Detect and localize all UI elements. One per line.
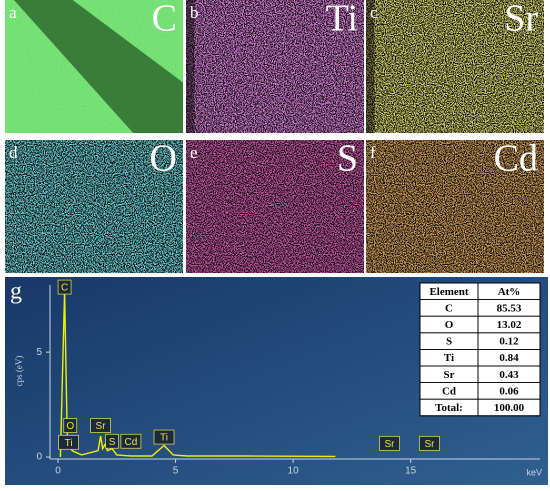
table-value: 0.84 <box>499 352 519 364</box>
map-band <box>186 140 364 273</box>
peak-label: S <box>109 437 116 448</box>
x-tick-label: 5 <box>173 466 179 477</box>
table-value: 0.43 <box>499 369 519 381</box>
panel-letter: g <box>10 279 22 305</box>
peak-label-box <box>120 433 142 449</box>
map-band <box>374 0 544 133</box>
map-band <box>366 140 544 273</box>
peak-label-box <box>57 279 72 295</box>
table-value: Ti <box>444 352 454 364</box>
y-tick-label: 5 <box>36 347 42 358</box>
table-value: Total: <box>435 402 463 414</box>
peak-label-box <box>105 433 119 449</box>
peak-label: Cd <box>124 437 137 448</box>
peak-label-box <box>63 418 78 433</box>
element-symbol: Cd <box>494 138 538 180</box>
panel-letter: c <box>370 3 378 22</box>
table-value: 0.06 <box>499 385 519 397</box>
peak-label: Sr <box>424 439 435 450</box>
map-band <box>194 0 364 133</box>
element-symbol: S <box>337 138 358 180</box>
x-tick-label: 10 <box>288 466 300 477</box>
peak-label: O <box>66 421 74 432</box>
table-value: O <box>445 319 454 331</box>
table-value: Sr <box>444 369 455 381</box>
peak-label-box <box>379 435 400 451</box>
peak-label: C <box>61 283 68 294</box>
panel-letter: d <box>9 143 18 162</box>
table-value: 100.00 <box>494 402 525 414</box>
table-value: Cd <box>442 385 456 397</box>
y-tick-label: 0 <box>36 452 42 463</box>
x-tick-label: 15 <box>405 466 417 477</box>
panel-letter: e <box>190 143 198 162</box>
table-value: S <box>446 336 452 348</box>
peak-label: Ti <box>65 438 73 449</box>
table-header: Element <box>429 286 468 298</box>
peak-label: Sr <box>385 439 396 450</box>
y-axis-label: cps (eV) <box>14 356 24 387</box>
element-symbol: C <box>152 0 177 40</box>
table-value: C <box>445 302 453 314</box>
peak-label: Sr <box>96 421 107 432</box>
panel-letter: b <box>190 3 199 22</box>
x-tick-label: 0 <box>55 466 61 477</box>
x-axis-label: keV <box>526 467 542 477</box>
peak-label: Ti <box>160 433 168 444</box>
peak-label-box <box>153 429 175 445</box>
peak-label-box <box>419 435 440 451</box>
table-value: 85.53 <box>497 302 522 314</box>
table-value: 13.02 <box>497 319 522 331</box>
panel-letter: f <box>370 143 376 162</box>
peak-label-box <box>58 434 79 450</box>
element-symbol: Ti <box>326 0 358 40</box>
map-band <box>5 140 183 273</box>
element-symbol: Sr <box>504 0 538 40</box>
element-symbol: O <box>150 138 177 180</box>
table-cell <box>477 398 541 417</box>
map-band <box>13 0 184 133</box>
table-header: At% <box>498 286 521 298</box>
table-value: 0.12 <box>499 336 519 348</box>
panel-letter: a <box>9 3 17 22</box>
peak-label-box <box>90 418 111 433</box>
